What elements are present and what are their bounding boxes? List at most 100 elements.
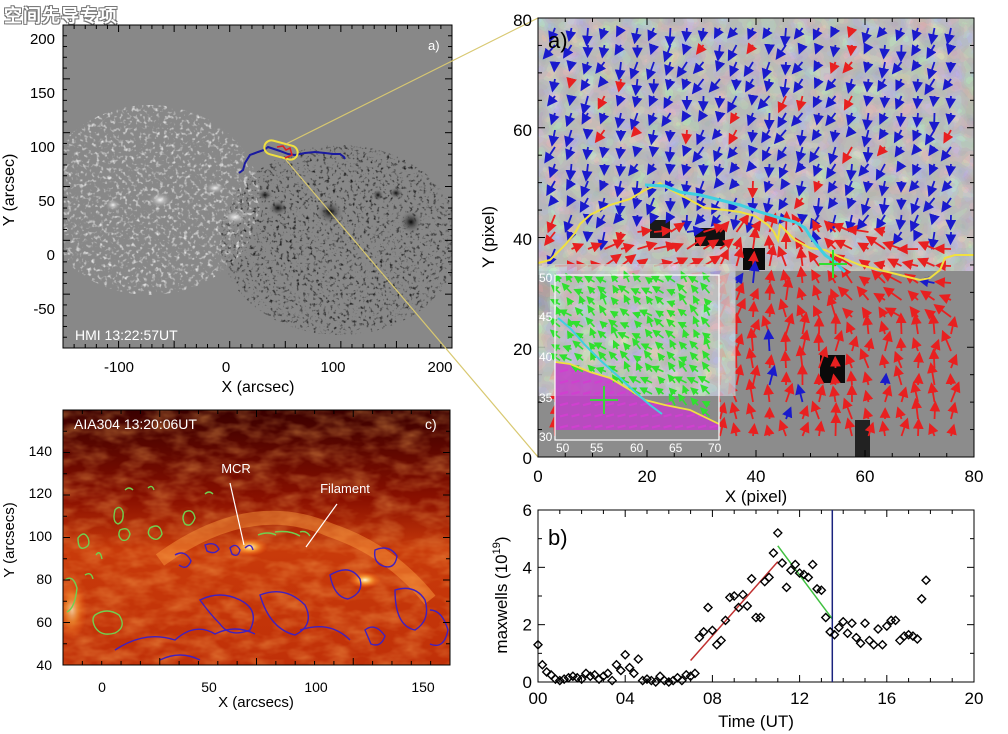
positive-vector-arrow — [846, 370, 858, 386]
negative-vector-arrow — [912, 95, 924, 110]
negative-vector-arrow — [747, 94, 759, 106]
inset-positive-arrow — [566, 296, 575, 306]
positive-vector-arrow — [901, 259, 919, 270]
inset-positive-arrow — [664, 329, 676, 339]
positive-vector-arrow — [842, 397, 853, 420]
positive-vector-arrow — [846, 44, 858, 57]
negative-vector-arrow — [664, 78, 676, 91]
positive-vector-arrow — [546, 214, 557, 234]
negative-vector-arrow — [796, 180, 807, 197]
data-point — [533, 639, 543, 650]
data-point — [916, 593, 927, 604]
data-point — [637, 675, 648, 686]
inset-positive-arrow — [667, 361, 676, 373]
positive-flux-patch — [221, 209, 249, 225]
x-tick-label: 0 — [533, 467, 542, 486]
dark-pixel — [538, 275, 550, 315]
positive-vector-arrow — [734, 282, 745, 301]
positive-vector-arrow — [749, 287, 759, 301]
inset-positive-arrow — [567, 318, 575, 328]
y-tick-label: 0 — [523, 449, 532, 468]
negative-vector-arrow — [708, 78, 721, 93]
x-axis-label: X (arcsecs) — [218, 694, 294, 711]
negative-vector-arrow — [615, 163, 627, 177]
negative-vector-arrow — [582, 128, 594, 140]
inset-positive-arrow — [666, 309, 676, 318]
inset-negative-arrow — [594, 402, 603, 407]
x-tick-label: 00 — [529, 689, 548, 708]
zoom-region-outline — [263, 139, 299, 161]
inset-positive-arrow — [640, 287, 653, 295]
negative-vector-arrow — [664, 146, 676, 163]
inset-negative-arrow — [640, 413, 649, 418]
negative-vector-arrow — [862, 180, 874, 194]
negative-vector-arrow — [773, 129, 787, 145]
hmi-panel: a) HMI 13:22:57UT -100 0 100 200 X (arcs… — [1, 24, 453, 396]
positive-vector-arrow — [745, 378, 757, 403]
inset-positive-arrow — [657, 352, 666, 362]
inset-negative-arrow — [640, 424, 649, 429]
negative-vector-arrow — [649, 212, 660, 225]
negative-vector-arrow — [912, 112, 923, 128]
negative-vector-arrow — [727, 95, 738, 114]
positive-vector-arrow — [833, 239, 853, 250]
negative-vector-arrow — [632, 214, 643, 227]
positive-vector-arrow — [843, 95, 854, 111]
positive-vector-arrow — [846, 224, 869, 236]
negative-vector-arrow — [796, 129, 807, 147]
y-tick-label: 150 — [30, 85, 55, 102]
negative-vector-arrow — [691, 78, 705, 95]
negative-vector-arrow — [940, 146, 952, 162]
negative-vector-arrow — [582, 146, 594, 161]
negative-vector-arrow — [565, 27, 577, 42]
inset-positive-arrow — [551, 344, 561, 352]
negative-vector-arrow — [845, 78, 857, 94]
data-point — [580, 668, 591, 679]
negative-vector-arrow — [632, 145, 643, 158]
inset-positive-arrow — [703, 297, 713, 307]
positive-vector-arrow — [887, 258, 902, 269]
positive-vector-arrow — [544, 231, 556, 247]
negative-vector-arrow — [599, 179, 610, 192]
inset-positive-arrow — [635, 362, 644, 372]
data-point — [729, 591, 740, 601]
connector-line-bottom — [285, 159, 539, 458]
y-axis-label: Y (pixel) — [480, 206, 498, 268]
negative-vector-arrow — [598, 27, 610, 41]
x-tick-label: 50 — [201, 679, 217, 695]
negative-vector-arrow — [926, 44, 937, 59]
positive-vector-arrow — [878, 306, 889, 319]
dark-pixel — [820, 355, 845, 383]
y-tick-label: 200 — [30, 31, 55, 48]
negative-vector-arrow — [878, 128, 890, 141]
inset-zoom: 50 55 60 65 70 50 45 40 35 30 — [539, 270, 722, 455]
negative-vector-arrow — [762, 146, 772, 162]
positive-vector-arrow — [782, 276, 794, 301]
rise-fit-line — [690, 561, 779, 661]
inset-y-tick: 45 — [539, 310, 553, 324]
negative-vector-arrow — [778, 163, 789, 179]
positive-vector-arrow — [934, 277, 952, 288]
positive-vector-arrow — [859, 348, 870, 369]
positive-vector-arrow — [778, 419, 789, 437]
negative-vector-arrow — [876, 214, 887, 230]
negative-vector-arrow — [761, 129, 772, 144]
positive-vector-arrow — [920, 290, 936, 301]
inset-positive-arrow — [687, 275, 699, 284]
inset-positive-arrow — [598, 304, 607, 317]
y-tick-label: 4 — [523, 558, 532, 577]
negative-vector-arrow — [779, 27, 791, 47]
panel-label-b: b) — [548, 525, 568, 550]
inset-positive-arrow — [690, 387, 699, 396]
negative-vector-arrow — [648, 78, 660, 95]
positive-vector-arrow — [620, 254, 637, 267]
negative-vector-arrow — [542, 44, 556, 60]
inset-positive-arrow — [573, 288, 584, 296]
inset-positive-arrow — [700, 316, 711, 328]
inset-positive-arrow — [586, 295, 596, 305]
y-tick-label: 140 — [29, 443, 53, 459]
negative-vector-arrow — [645, 197, 656, 216]
negative-vector-arrow — [825, 112, 837, 127]
dark-pixel — [650, 220, 670, 238]
positive-vector-arrow — [858, 259, 871, 270]
